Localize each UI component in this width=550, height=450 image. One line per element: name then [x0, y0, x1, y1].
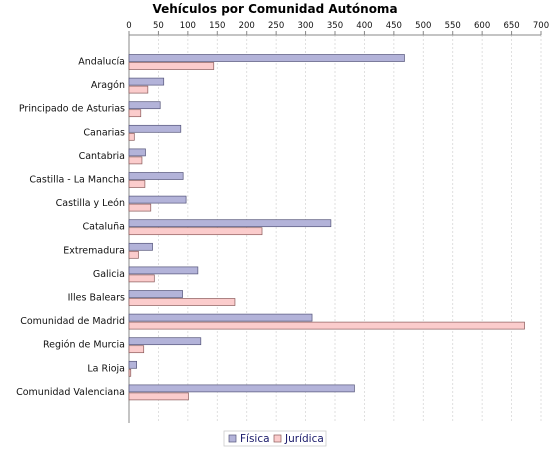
category-label: Principado de Asturias — [19, 104, 125, 115]
x-tick-label: 300 — [297, 21, 313, 31]
legend: Física Jurídica — [223, 430, 327, 447]
category-label: Extremadura — [63, 245, 125, 256]
bar-juridica — [128, 227, 263, 236]
bar-juridica — [128, 250, 139, 259]
bar-fisica — [128, 219, 332, 228]
bar-fisica — [128, 384, 355, 393]
bar-juridica — [128, 85, 149, 94]
bar-juridica — [128, 321, 525, 330]
x-tick-label: 200 — [239, 21, 255, 31]
category-label: Andalucía — [78, 57, 125, 68]
x-tick-label: 500 — [415, 21, 431, 31]
category-label: Comunidad Valenciana — [16, 387, 125, 398]
bar-fisica — [128, 172, 184, 180]
bars — [128, 54, 525, 401]
bar-fisica — [128, 195, 187, 204]
bar-fisica — [128, 77, 165, 86]
bar-juridica — [128, 109, 142, 118]
bar-fisica — [128, 360, 138, 369]
category-label: Cataluña — [82, 222, 125, 233]
x-tick-label: 100 — [180, 21, 196, 31]
legend-label: Jurídica — [284, 433, 324, 445]
category-label: Castilla y León — [56, 198, 125, 209]
bar-fisica — [128, 337, 202, 346]
bar-juridica — [128, 203, 152, 212]
x-tick-label: 450 — [386, 21, 402, 31]
x-tick-label: 700 — [533, 21, 549, 31]
legend-swatch — [273, 434, 282, 443]
bar-juridica — [128, 274, 155, 283]
grid-lines — [158, 35, 542, 423]
category-label: Illes Balears — [68, 293, 125, 304]
category-label: Cantabria — [79, 151, 125, 162]
x-tick-label: 150 — [209, 21, 225, 31]
category-label: Galicia — [93, 269, 125, 280]
bar-fisica — [128, 101, 161, 110]
bar-juridica — [128, 298, 236, 306]
category-label: Región de Murcia — [43, 340, 125, 351]
category-labels: Andalucía Aragón Principado de Asturias Can… — [16, 57, 125, 398]
x-tick-label: 550 — [445, 21, 461, 31]
category-label: Aragón — [91, 80, 125, 91]
x-tick-label: 350 — [327, 21, 343, 31]
bar-juridica — [128, 368, 132, 377]
bar-juridica — [128, 62, 215, 70]
x-tick-label: 600 — [474, 21, 490, 31]
category-label: La Rioja — [87, 363, 125, 374]
x-tick-label: 250 — [268, 21, 284, 31]
category-label: Canarias — [83, 127, 125, 138]
x-tick-label: 50 — [153, 21, 164, 31]
bar-fisica — [128, 290, 183, 298]
bar-fisica — [128, 124, 182, 133]
bar-fisica — [128, 266, 199, 275]
bar-juridica — [128, 132, 135, 141]
x-tick-label: 0 — [126, 21, 131, 31]
bar-fisica — [128, 313, 313, 322]
bar-fisica — [128, 148, 146, 157]
bar-fisica — [128, 54, 405, 62]
bar-juridica — [128, 180, 146, 188]
chart-title: Vehículos por Comunidad Autónoma — [152, 2, 397, 16]
x-tick-label: 650 — [503, 21, 519, 31]
bar-juridica — [128, 156, 143, 165]
bar-juridica — [128, 345, 145, 354]
category-label: Castilla - La Mancha — [29, 175, 125, 186]
legend-label: Física — [240, 433, 270, 445]
bar-fisica — [128, 242, 153, 251]
x-tick-label: 400 — [356, 21, 372, 31]
category-label: Comunidad de Madrid — [20, 316, 125, 327]
bar-juridica — [128, 392, 189, 401]
legend-swatch — [228, 434, 237, 443]
